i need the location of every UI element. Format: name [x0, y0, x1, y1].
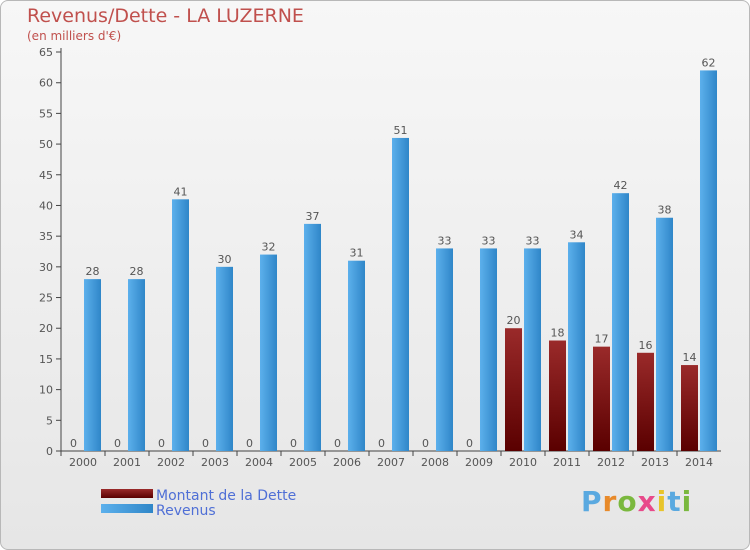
y-tick-label: 15	[39, 353, 53, 366]
revenue-bar	[392, 137, 409, 451]
x-tick-label: 2005	[289, 456, 317, 469]
revenue-value-label: 33	[438, 234, 452, 247]
debt-bar	[681, 365, 698, 451]
x-tick-label: 2007	[377, 456, 405, 469]
y-tick-label: 10	[39, 384, 53, 397]
logo-letter: o	[617, 485, 638, 518]
debt-value-label: 0	[246, 437, 253, 450]
debt-value-label: 0	[158, 437, 165, 450]
revenue-value-label: 38	[658, 204, 672, 217]
y-tick-label: 45	[39, 169, 53, 182]
debt-value-label: 0	[114, 437, 121, 450]
chart-title: Revenus/Dette - LA LUZERNE	[27, 5, 304, 27]
debt-value-label: 0	[378, 437, 385, 450]
x-tick-label: 2014	[685, 456, 713, 469]
debt-value-label: 0	[334, 437, 341, 450]
legend-label: Revenus	[156, 503, 216, 519]
y-tick-label: 0	[46, 445, 53, 458]
revenue-bar	[260, 254, 277, 451]
x-tick-label: 2011	[553, 456, 581, 469]
y-tick-label: 5	[46, 414, 53, 427]
revenue-value-label: 30	[218, 253, 232, 266]
revenue-bar	[304, 223, 321, 451]
y-tick-label: 55	[39, 107, 53, 120]
revenue-value-label: 37	[306, 210, 320, 223]
revenue-value-label: 51	[394, 124, 408, 137]
y-tick-label: 25	[39, 292, 53, 305]
legend-swatch-revenus	[101, 504, 153, 513]
logo-letter: i	[681, 485, 693, 518]
revenue-value-label: 33	[526, 234, 540, 247]
legend-swatch-debt	[101, 489, 153, 498]
debt-value-label: 18	[551, 327, 565, 340]
revenue-bar	[656, 217, 673, 451]
logo-letter: r	[602, 485, 618, 518]
debt-value-label: 0	[422, 437, 429, 450]
logo-letter: i	[656, 485, 668, 518]
debt-value-label: 14	[683, 351, 697, 364]
x-tick-label: 2000	[69, 456, 97, 469]
x-tick-label: 2009	[465, 456, 493, 469]
revenue-bar	[436, 248, 453, 451]
revenue-bar	[128, 279, 145, 451]
revenue-value-label: 28	[130, 265, 144, 278]
x-tick-label: 2013	[641, 456, 669, 469]
revenue-value-label: 28	[86, 265, 100, 278]
debt-value-label: 0	[202, 437, 209, 450]
debt-value-label: 0	[70, 437, 77, 450]
debt-value-label: 0	[290, 437, 297, 450]
logo-letter: P	[581, 485, 603, 518]
x-tick-label: 2003	[201, 456, 229, 469]
debt-bar	[505, 328, 522, 451]
y-tick-label: 35	[39, 230, 53, 243]
revenue-bar	[348, 260, 365, 451]
revenue-bar	[612, 193, 629, 451]
y-tick-label: 60	[39, 77, 53, 90]
revenue-value-label: 41	[174, 185, 188, 198]
x-tick-label: 2010	[509, 456, 537, 469]
revenue-value-label: 34	[570, 228, 584, 241]
revenue-bar	[700, 70, 717, 452]
x-tick-label: 2001	[113, 456, 141, 469]
x-tick-label: 2012	[597, 456, 625, 469]
revenue-value-label: 32	[262, 241, 276, 254]
proxiti-logo: Proxiti	[581, 485, 692, 518]
revenue-value-label: 42	[614, 179, 628, 192]
revenue-bar	[172, 199, 189, 451]
y-tick-label: 40	[39, 199, 53, 212]
revenue-value-label: 33	[482, 234, 496, 247]
debt-bar	[549, 340, 566, 451]
revenue-bar	[216, 266, 233, 451]
debt-value-label: 17	[595, 333, 609, 346]
debt-value-label: 0	[466, 437, 473, 450]
revenue-bar	[568, 242, 585, 451]
revenue-value-label: 31	[350, 247, 364, 260]
logo-letter: t	[667, 485, 682, 518]
debt-value-label: 16	[639, 339, 653, 352]
revenue-bar	[524, 248, 541, 451]
x-tick-label: 2002	[157, 456, 185, 469]
x-tick-label: 2006	[333, 456, 361, 469]
debt-bar	[637, 352, 654, 451]
y-tick-label: 30	[39, 261, 53, 274]
legend-label: Montant de la Dette	[156, 488, 296, 504]
logo-letter: x	[637, 485, 657, 518]
x-tick-label: 2004	[245, 456, 273, 469]
debt-value-label: 20	[507, 314, 521, 327]
x-tick-label: 2008	[421, 456, 449, 469]
y-tick-label: 20	[39, 322, 53, 335]
revenue-bar	[480, 248, 497, 451]
revenue-value-label: 62	[702, 56, 716, 69]
y-tick-label: 65	[39, 46, 53, 59]
debt-bar	[593, 346, 610, 451]
revenue-bar	[84, 279, 101, 451]
y-tick-label: 50	[39, 138, 53, 151]
chart-subtitle: (en milliers d'€)	[27, 29, 122, 43]
